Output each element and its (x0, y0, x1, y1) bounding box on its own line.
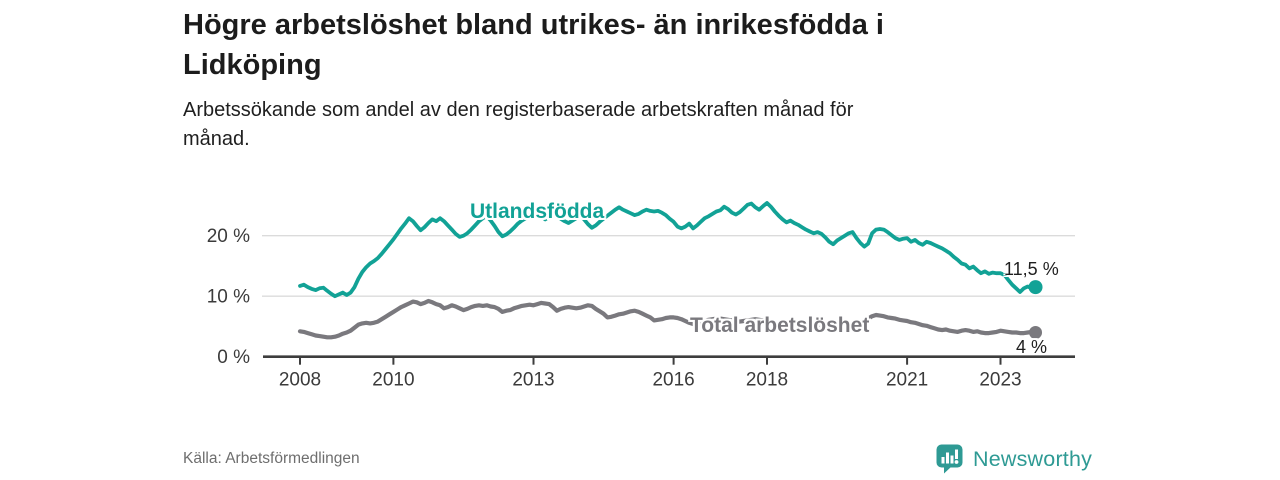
subtitle-line-2: månad. (183, 128, 250, 150)
end-dot-total (1029, 326, 1043, 339)
newsworthy-wordmark: Newsworthy (973, 446, 1093, 471)
subtitle-line-1: Arbetssökande som andel av den registerb… (183, 99, 854, 121)
chart-subtitle: Arbetssökande som andel av den registerb… (183, 96, 853, 154)
x-tick-label-2016: 2016 (652, 370, 694, 391)
y-tick-label-0: 0 % (217, 347, 250, 368)
page-title: Högre arbetslöshet bland utrikes- än inr… (183, 5, 884, 85)
x-tick-label-2021: 2021 (886, 370, 928, 391)
title-line-2: Lidköping (183, 49, 322, 81)
x-tick-label-2023: 2023 (979, 370, 1021, 391)
y-tick-label-20: 20 % (207, 226, 250, 247)
end-value-total: 4 % (1016, 337, 1048, 357)
end-dot-utlandsfodda (1028, 280, 1043, 295)
y-tick-label-10: 10 % (207, 287, 250, 308)
series-line-utlandsfodda (298, 201, 1038, 299)
x-tick-label-2008: 2008 (279, 370, 321, 391)
newsworthy-logo[interactable]: Newsworthy (936, 444, 1092, 474)
x-tick-label-2010: 2010 (372, 370, 414, 391)
x-tick-label-2018: 2018 (746, 370, 788, 391)
x-tick-label-2013: 2013 (512, 370, 554, 391)
title-line-1: Högre arbetslöshet bland utrikes- än inr… (183, 9, 884, 41)
series-label-total-arbetsloshet: Total arbetslöshet (690, 314, 870, 337)
newsworthy-icon (936, 444, 963, 474)
source-note: Källa: Arbetsförmedlingen (183, 450, 360, 467)
end-value-utlandsfodda: 11,5 % (1004, 259, 1059, 279)
series-line-total (297, 298, 1038, 340)
series-label-utlandsfodda: Utlandsfödda (470, 200, 605, 223)
